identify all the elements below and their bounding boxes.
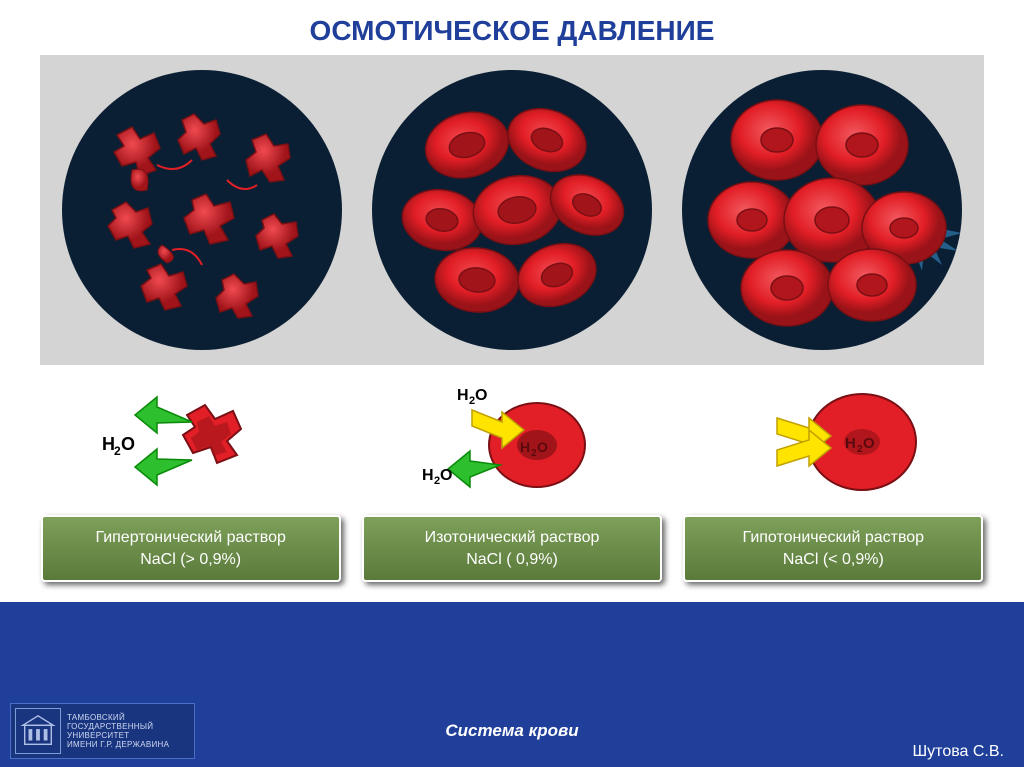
label-text: Изотонический раствор xyxy=(425,529,600,546)
svg-text:H: H xyxy=(457,387,469,404)
water-flow-diagrams: H 2 O H 2 O H 2 xyxy=(0,365,1024,510)
circle-hypertonic xyxy=(62,70,342,350)
university-logo: ТАМБОВСКИЙ ГОСУДАРСТВЕННЫЙ УНИВЕРСИТЕТ И… xyxy=(10,703,195,759)
label-hypotonic: Гипотонический раствор NaCl (< 0,9%) xyxy=(683,515,983,582)
logo-icon xyxy=(15,708,61,754)
label-text: NaCl ( 0,9%) xyxy=(466,551,558,568)
svg-text:H: H xyxy=(845,435,856,452)
labels-row: Гипертонический раствор NaCl (> 0,9%) Из… xyxy=(0,510,1024,602)
footer-author: Шутова С.В. xyxy=(913,743,1005,761)
footer-system: Система крови xyxy=(445,721,578,741)
footer: ТАМБОВСКИЙ ГОСУДАРСТВЕННЫЙ УНИВЕРСИТЕТ И… xyxy=(0,695,1024,767)
microscope-panel xyxy=(40,55,984,365)
svg-text:O: O xyxy=(475,387,487,404)
diagram-isotonic: H 2 O H 2 O H 2 O xyxy=(362,380,662,500)
university-name: ТАМБОВСКИЙ ГОСУДАРСТВЕННЫЙ УНИВЕРСИТЕТ И… xyxy=(67,713,169,750)
label-text: NaCl (< 0,9%) xyxy=(783,551,884,568)
svg-text:2: 2 xyxy=(114,444,121,458)
svg-text:H: H xyxy=(520,439,530,455)
circle-isotonic xyxy=(372,70,652,350)
svg-text:H: H xyxy=(422,467,434,484)
label-hypertonic: Гипертонический раствор NaCl (> 0,9%) xyxy=(41,515,341,582)
slide-title: ОСМОТИЧЕСКОЕ ДАВЛЕНИЕ xyxy=(0,0,1024,55)
label-isotonic: Изотонический раствор NaCl ( 0,9%) xyxy=(362,515,662,582)
label-text: Гипертонический раствор xyxy=(95,529,285,546)
diagram-hypotonic: H 2 O xyxy=(677,380,977,500)
svg-text:O: O xyxy=(863,435,875,452)
svg-text:O: O xyxy=(537,439,548,455)
circle-hypotonic xyxy=(682,70,962,350)
svg-text:O: O xyxy=(121,434,135,454)
label-text: NaCl (> 0,9%) xyxy=(140,551,241,568)
label-text: Гипотонический раствор xyxy=(743,529,925,546)
diagram-hypertonic: H 2 O xyxy=(47,380,347,500)
svg-text:O: O xyxy=(440,467,452,484)
